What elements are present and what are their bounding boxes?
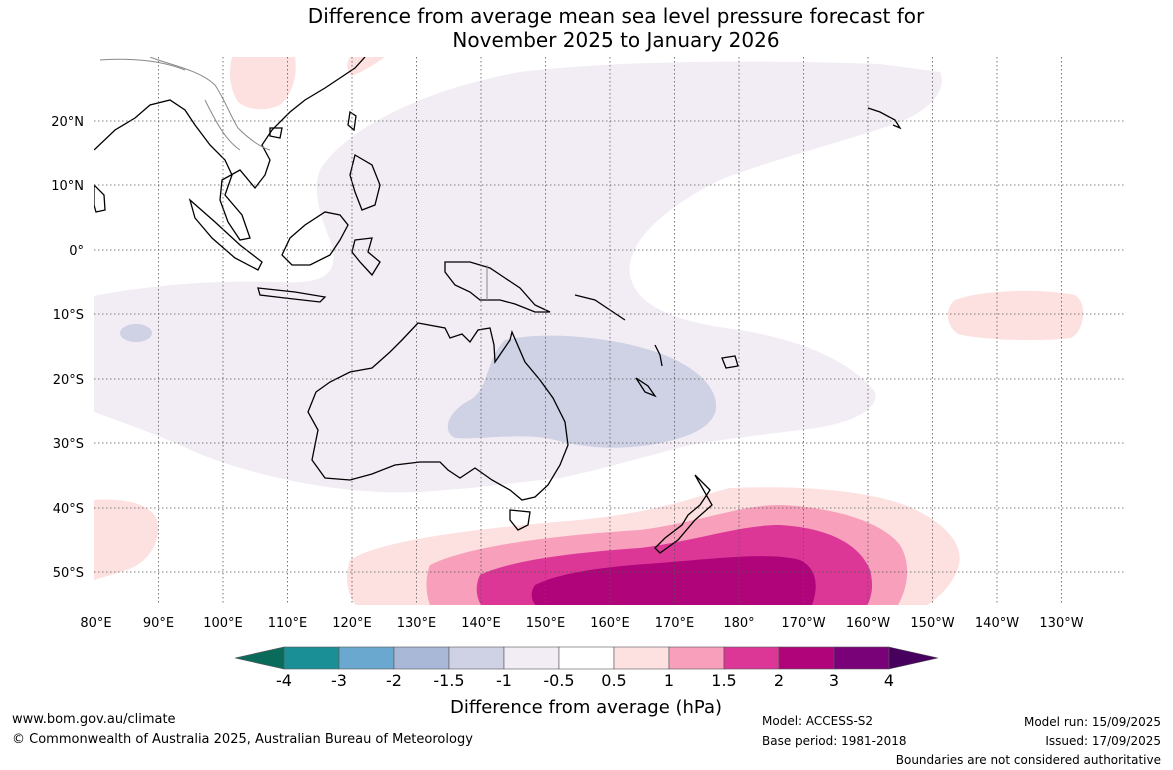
copyright-text: © Commonwealth of Australia 2025, Austra… bbox=[12, 732, 473, 747]
colorbar-swatch bbox=[778, 646, 835, 670]
java-coastline bbox=[257, 287, 327, 303]
colorbar-tick-label: 2 bbox=[774, 671, 784, 690]
title-line-1: Difference from average mean sea level p… bbox=[307, 4, 925, 28]
lon-label: 150°W bbox=[910, 616, 954, 631]
lat-label: 0° bbox=[69, 244, 84, 259]
solomon-islands-coastline bbox=[574, 294, 626, 321]
anomaly-region-plus-0.5-east-asia bbox=[347, 57, 385, 76]
colorbar-swatch bbox=[558, 646, 615, 670]
issued-date: Issued: 17/09/2025 bbox=[1045, 734, 1161, 748]
colorbar-swatch bbox=[723, 646, 780, 670]
graticule bbox=[94, 57, 1126, 605]
lon-label: 130°W bbox=[1039, 616, 1083, 631]
colorbar-swatch bbox=[338, 646, 395, 670]
lon-label: 150°E bbox=[526, 616, 566, 631]
lon-label: 130°E bbox=[397, 616, 437, 631]
tasmania-coastline bbox=[509, 509, 531, 531]
colorbar-tick-label: -0.5 bbox=[543, 671, 574, 690]
lon-label: 170°E bbox=[655, 616, 695, 631]
colorbar-tick-label: -3 bbox=[331, 671, 347, 690]
colorbar-low-extension bbox=[234, 646, 285, 670]
longitude-labels: 80°E 90°E 100°E 110°E 120°E 130°E 140°E … bbox=[80, 616, 1083, 631]
latitude-labels: 20°N 10°N 0° 10°S 20°S 30°S 40°S 50°S bbox=[51, 115, 84, 581]
lat-label: 10°S bbox=[53, 308, 84, 323]
chart-title: Difference from average mean sea level p… bbox=[0, 4, 1173, 52]
model-run-date: Model run: 15/09/2025 bbox=[1023, 715, 1161, 729]
lat-label: 20°S bbox=[53, 373, 84, 388]
lon-label: 120°E bbox=[332, 616, 372, 631]
lon-label: 90°E bbox=[143, 616, 174, 631]
new-zealand-coastline bbox=[654, 474, 713, 554]
lon-label: 160°W bbox=[846, 616, 890, 631]
lon-label: 80°E bbox=[80, 616, 111, 631]
anomaly-region-plus-0.5-central-pacific bbox=[947, 290, 1084, 341]
colorbar-swatch bbox=[613, 646, 670, 670]
anomaly-region-minus-1-indian-ocean bbox=[120, 324, 152, 342]
lat-label: 30°S bbox=[53, 437, 84, 452]
colorbar bbox=[234, 646, 939, 670]
sumatra-coastline bbox=[188, 198, 263, 271]
lat-label: 40°S bbox=[53, 502, 84, 517]
colorbar-tick-label: 1.5 bbox=[711, 671, 736, 690]
colorbar-swatch bbox=[668, 646, 725, 670]
sri-lanka-coastline bbox=[94, 184, 106, 213]
hawaii-coastline bbox=[867, 107, 902, 130]
colorbar-tick-label: -1 bbox=[496, 671, 512, 690]
colorbar-high-extension bbox=[888, 646, 939, 670]
lat-label: 20°N bbox=[51, 115, 84, 130]
anomaly-region-plus-2-south bbox=[531, 556, 816, 605]
new-caledonia-coastline bbox=[635, 377, 657, 398]
philippines-coastline bbox=[349, 153, 381, 211]
country-borders bbox=[99, 57, 488, 300]
lon-label: 140°E bbox=[461, 616, 501, 631]
colorbar-swatch bbox=[283, 646, 340, 670]
boundaries-disclaimer: Boundaries are not considered authoritat… bbox=[895, 753, 1161, 767]
colorbar-swatch bbox=[393, 646, 450, 670]
sulawesi-coastline bbox=[351, 237, 381, 277]
lat-label: 10°N bbox=[51, 179, 84, 194]
lon-label: 170°W bbox=[781, 616, 825, 631]
colorbar-swatch bbox=[503, 646, 560, 670]
model-name: Model: ACCESS-S2 bbox=[762, 714, 874, 728]
taiwan-coastline bbox=[347, 110, 357, 132]
anomaly-region-plus-0.5-indochina bbox=[230, 57, 296, 110]
fiji-coastline bbox=[721, 355, 739, 369]
lon-label: 140°W bbox=[975, 616, 1019, 631]
colorbar-swatch bbox=[448, 646, 505, 670]
australia-coastline bbox=[307, 322, 569, 501]
colorbar-tick-label: 3 bbox=[829, 671, 839, 690]
lat-label: 50°S bbox=[53, 566, 84, 581]
new-guinea-coastline bbox=[444, 261, 551, 313]
vanuatu-coastline bbox=[654, 344, 663, 367]
map-area bbox=[94, 57, 1126, 605]
colorbar-tick-label: -2 bbox=[386, 671, 402, 690]
colorbar-label: Difference from average (hPa) bbox=[450, 697, 722, 718]
lon-label: 110°E bbox=[268, 616, 308, 631]
colorbar-tick-label: 0.5 bbox=[601, 671, 626, 690]
lon-label: 160°E bbox=[590, 616, 630, 631]
colorbar-tick-label: 4 bbox=[884, 671, 894, 690]
base-period: Base period: 1981-2018 bbox=[762, 734, 907, 748]
hainan-coastline bbox=[269, 127, 283, 139]
mainland-asia-coastline bbox=[94, 57, 366, 241]
anomaly-region-minus-0.5-north bbox=[94, 61, 942, 493]
colorbar-swatch bbox=[833, 646, 890, 670]
colorbar-tick-label: 1 bbox=[664, 671, 674, 690]
borneo-coastline bbox=[281, 211, 349, 266]
lon-label: 180° bbox=[723, 616, 754, 631]
anomaly-region-plus-0.5-west bbox=[94, 499, 159, 580]
anomaly-region-minus-1-australia bbox=[447, 335, 717, 448]
title-line-2: November 2025 to January 2026 bbox=[452, 28, 780, 52]
colorbar-tick-label: -4 bbox=[276, 671, 292, 690]
colorbar-tick-labels: -4 -3 -2 -1.5 -1 -0.5 0.5 1 1.5 2 3 4 bbox=[276, 671, 894, 690]
colorbar-tick-label: -1.5 bbox=[433, 671, 464, 690]
website-link[interactable]: www.bom.gov.au/climate bbox=[12, 712, 176, 727]
coastlines bbox=[94, 57, 902, 554]
lon-label: 100°E bbox=[203, 616, 243, 631]
